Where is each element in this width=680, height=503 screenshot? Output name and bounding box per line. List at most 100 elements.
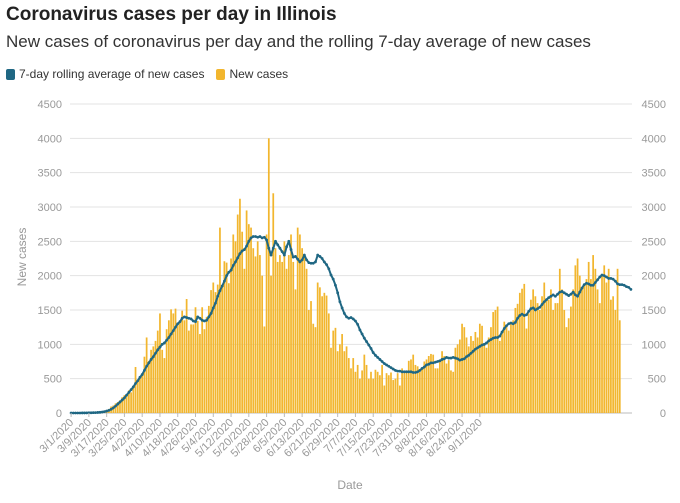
rolling-average-point[interactable]	[127, 391, 131, 394]
rolling-average-point[interactable]	[191, 319, 195, 323]
bar-new-cases[interactable]	[225, 262, 228, 413]
bar-new-cases[interactable]	[581, 289, 583, 413]
bar-new-cases[interactable]	[161, 349, 164, 413]
bar-new-cases[interactable]	[214, 292, 217, 413]
rolling-average-point[interactable]	[229, 268, 233, 272]
rolling-average-point[interactable]	[609, 277, 613, 280]
bar-new-cases[interactable]	[556, 303, 559, 413]
bar-new-cases[interactable]	[239, 198, 241, 413]
bar-new-cases[interactable]	[478, 323, 481, 413]
rolling-average-point[interactable]	[553, 294, 557, 298]
rolling-average-point[interactable]	[589, 283, 593, 287]
rolling-average-point[interactable]	[111, 406, 115, 410]
rolling-average-point[interactable]	[314, 260, 317, 264]
rolling-average-point[interactable]	[327, 267, 331, 271]
bar-new-cases[interactable]	[279, 255, 281, 413]
rolling-average-point[interactable]	[498, 334, 502, 338]
rolling-average-point[interactable]	[434, 360, 437, 364]
bar-new-cases[interactable]	[296, 227, 299, 413]
bar-new-cases[interactable]	[276, 261, 279, 413]
bar-new-cases[interactable]	[199, 334, 201, 413]
rolling-average-point[interactable]	[531, 306, 535, 310]
bar-new-cases[interactable]	[345, 346, 348, 413]
bar-new-cases[interactable]	[483, 344, 486, 413]
bar-new-cases[interactable]	[361, 370, 363, 413]
bar-new-cases[interactable]	[354, 371, 357, 413]
bar-new-cases[interactable]	[370, 371, 372, 413]
rolling-average-point[interactable]	[258, 235, 262, 238]
rolling-average-point[interactable]	[149, 358, 153, 361]
rolling-average-point[interactable]	[616, 282, 619, 286]
rolling-average-point[interactable]	[336, 291, 340, 295]
rolling-average-point[interactable]	[558, 290, 562, 294]
bar-new-cases[interactable]	[123, 395, 126, 413]
rolling-average-point[interactable]	[578, 290, 582, 294]
rolling-average-point[interactable]	[449, 356, 453, 360]
rolling-average-point[interactable]	[469, 351, 473, 355]
bar-new-cases[interactable]	[374, 369, 377, 413]
bar-new-cases[interactable]	[352, 358, 355, 413]
bar-new-cases[interactable]	[434, 368, 437, 413]
rolling-average-point[interactable]	[289, 248, 293, 251]
bar-new-cases[interactable]	[212, 282, 215, 413]
rolling-average-point[interactable]	[156, 348, 160, 352]
rolling-average-point[interactable]	[454, 356, 457, 360]
bar-new-cases[interactable]	[490, 327, 492, 413]
bar-new-cases[interactable]	[585, 279, 588, 413]
bar-new-cases[interactable]	[336, 351, 339, 413]
rolling-average-point[interactable]	[320, 257, 324, 260]
bar-new-cases[interactable]	[552, 310, 555, 413]
bar-new-cases[interactable]	[325, 295, 328, 413]
bar-new-cases[interactable]	[356, 364, 359, 413]
rolling-average-point[interactable]	[411, 371, 415, 374]
rolling-average-point[interactable]	[585, 281, 588, 285]
rolling-average-point[interactable]	[134, 382, 137, 385]
rolling-average-point[interactable]	[103, 410, 106, 414]
bar-new-cases[interactable]	[550, 289, 552, 413]
bar-new-cases[interactable]	[592, 255, 594, 413]
rolling-average-point[interactable]	[202, 319, 206, 323]
bar-new-cases[interactable]	[554, 303, 557, 413]
rolling-average-point[interactable]	[536, 307, 539, 311]
bar-new-cases[interactable]	[583, 285, 586, 413]
bar-new-cases[interactable]	[221, 285, 224, 413]
bar-new-cases[interactable]	[383, 385, 386, 413]
bar-new-cases[interactable]	[134, 366, 137, 413]
rolling-average-point[interactable]	[605, 275, 608, 279]
rolling-average-point[interactable]	[516, 316, 520, 320]
rolling-average-point[interactable]	[158, 345, 162, 349]
rolling-average-point[interactable]	[420, 366, 424, 370]
bar-new-cases[interactable]	[458, 339, 461, 413]
rolling-average-point[interactable]	[629, 288, 633, 291]
rolling-average-point[interactable]	[387, 364, 391, 368]
rolling-average-point[interactable]	[551, 293, 555, 297]
rolling-average-point[interactable]	[482, 342, 486, 346]
rolling-average-point[interactable]	[560, 290, 564, 293]
rolling-average-point[interactable]	[131, 385, 135, 389]
rolling-average-point[interactable]	[242, 248, 246, 251]
bar-new-cases[interactable]	[285, 268, 288, 413]
rolling-average-point[interactable]	[502, 327, 506, 330]
rolling-average-point[interactable]	[458, 358, 462, 362]
rolling-average-point[interactable]	[187, 316, 191, 320]
bar-new-cases[interactable]	[343, 351, 346, 413]
rolling-average-point[interactable]	[513, 320, 517, 324]
bar-new-cases[interactable]	[532, 289, 535, 413]
bar-new-cases[interactable]	[394, 378, 397, 413]
bar-new-cases[interactable]	[610, 299, 612, 413]
rolling-average-point[interactable]	[611, 277, 615, 281]
rolling-average-point[interactable]	[300, 258, 304, 262]
rolling-average-point[interactable]	[627, 285, 631, 289]
bar-new-cases[interactable]	[470, 336, 472, 413]
rolling-average-point[interactable]	[538, 305, 542, 309]
rolling-average-point[interactable]	[291, 255, 295, 259]
bar-new-cases[interactable]	[114, 403, 117, 413]
bar-new-cases[interactable]	[567, 318, 570, 413]
bar-new-cases[interactable]	[574, 265, 577, 413]
rolling-average-point[interactable]	[296, 257, 300, 261]
rolling-average-point[interactable]	[176, 322, 180, 326]
rolling-average-point[interactable]	[298, 260, 302, 264]
bar-new-cases[interactable]	[423, 361, 426, 414]
bar-new-cases[interactable]	[290, 234, 292, 413]
rolling-average-point[interactable]	[507, 322, 511, 326]
